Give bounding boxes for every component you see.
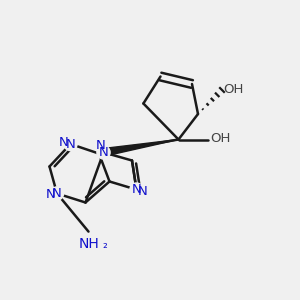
Circle shape bbox=[97, 146, 110, 159]
Text: OH: OH bbox=[224, 83, 244, 96]
Text: N: N bbox=[132, 183, 141, 196]
Polygon shape bbox=[103, 140, 178, 156]
Circle shape bbox=[64, 137, 77, 151]
Circle shape bbox=[50, 187, 64, 200]
Text: OH: OH bbox=[210, 132, 230, 146]
Text: ₂: ₂ bbox=[103, 238, 108, 251]
Circle shape bbox=[130, 183, 143, 196]
Text: N: N bbox=[99, 146, 108, 159]
Text: N: N bbox=[59, 136, 69, 149]
Text: N: N bbox=[46, 188, 55, 202]
Text: N: N bbox=[52, 187, 62, 200]
Text: N: N bbox=[66, 137, 75, 151]
Text: N: N bbox=[96, 139, 105, 152]
Text: N: N bbox=[138, 184, 148, 198]
Text: NH: NH bbox=[78, 237, 99, 251]
